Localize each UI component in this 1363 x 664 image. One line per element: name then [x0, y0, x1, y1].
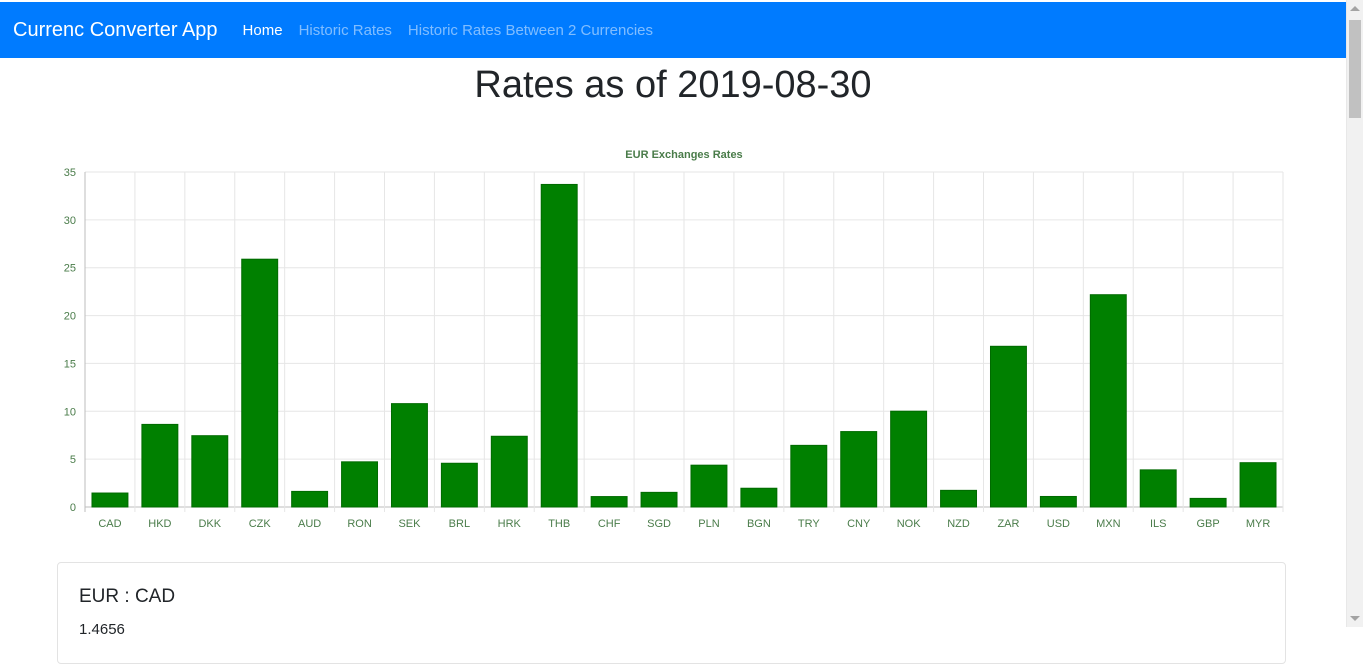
rate-card: EUR : CAD 1.4656	[57, 562, 1286, 664]
bar-chf	[590, 496, 628, 508]
x-tick-label: PLN	[698, 518, 719, 530]
nav-links: Home Historic Rates Historic Rates Betwe…	[243, 22, 669, 39]
x-tick-label: AUD	[298, 518, 321, 530]
bar-zar	[989, 345, 1027, 508]
x-tick-label: NZD	[947, 518, 970, 530]
bar-pln	[690, 464, 728, 508]
chart-title: EUR Exchanges Rates	[625, 149, 742, 161]
bar-try	[790, 444, 828, 508]
x-tick-label: DKK	[198, 518, 221, 530]
y-tick-label: 35	[64, 167, 76, 179]
bar-ron	[341, 461, 379, 508]
x-tick-label: RON	[347, 518, 372, 530]
x-tick-label: MYR	[1246, 518, 1271, 530]
y-tick-label: 25	[64, 263, 76, 275]
bar-hkd	[141, 423, 179, 508]
bar-cny	[840, 431, 878, 508]
bar-nok	[890, 410, 928, 508]
bar-aud	[291, 490, 329, 508]
rate-card-title: EUR : CAD	[79, 586, 176, 607]
bar-brl	[440, 462, 478, 508]
navbar-brand[interactable]: Currenc Converter App	[13, 18, 218, 41]
scroll-up-arrow-icon[interactable]	[1350, 6, 1360, 11]
bar-dkk	[191, 435, 229, 508]
x-tick-label: SEK	[398, 518, 421, 530]
x-tick-label: BRL	[449, 518, 470, 530]
x-tick-label: GBP	[1197, 518, 1220, 530]
bar-usd	[1039, 495, 1077, 508]
scrollbar-thumb[interactable]	[1349, 20, 1361, 118]
x-tick-label: MXN	[1096, 518, 1121, 530]
x-tick-label: HKD	[148, 518, 171, 530]
x-tick-label: CAD	[98, 518, 121, 530]
x-tick-label: USD	[1047, 518, 1070, 530]
page-title: Rates as of 2019-08-30	[474, 64, 872, 106]
scroll-down-arrow-icon[interactable]	[1350, 616, 1360, 621]
x-tick-label: SGD	[647, 518, 671, 530]
bar-myr	[1239, 462, 1277, 508]
bar-sek	[390, 403, 428, 508]
y-tick-label: 30	[64, 215, 76, 227]
x-tick-label: HRK	[498, 518, 522, 530]
y-tick-label: 0	[70, 502, 76, 514]
bar-cad	[91, 492, 129, 508]
bar-hrk	[490, 435, 528, 508]
nav-link-historic-rates-between-currencies[interactable]: Historic Rates Between 2 Currencies	[407, 21, 654, 39]
bar-sgd	[640, 491, 678, 508]
x-tick-label: TRY	[798, 518, 820, 530]
x-tick-label: CZK	[249, 518, 272, 530]
x-tick-label: CHF	[598, 518, 621, 530]
x-tick-label: NOK	[897, 518, 922, 530]
bar-mxn	[1089, 294, 1127, 508]
x-tick-label: CNY	[847, 518, 871, 530]
y-tick-label: 15	[64, 358, 76, 370]
bar-bgn	[740, 487, 778, 508]
nav-link-historic-rates[interactable]: Historic Rates	[298, 21, 392, 39]
bar-gbp	[1189, 497, 1227, 508]
x-tick-label: THB	[548, 518, 570, 530]
bar-nzd	[940, 489, 978, 508]
x-tick-label: BGN	[747, 518, 771, 530]
rate-card-value: 1.4656	[79, 621, 125, 638]
nav-link-home[interactable]: Home	[242, 21, 283, 39]
x-tick-label: ILS	[1150, 518, 1167, 530]
y-tick-label: 5	[70, 454, 76, 466]
y-tick-label: 20	[64, 311, 76, 323]
navbar: Currenc Converter App Home Historic Rate…	[0, 2, 1346, 58]
bar-czk	[241, 258, 279, 508]
y-tick-label: 10	[64, 406, 76, 418]
x-tick-label: ZAR	[997, 518, 1019, 530]
vertical-scrollbar[interactable]	[1346, 0, 1363, 627]
exchange-rates-chart: EUR Exchanges Rates 0 5 10 15 20 25 30 35 CAD HKD D…	[64, 149, 1284, 530]
bar-ils	[1139, 469, 1177, 508]
bar-thb	[540, 183, 578, 508]
